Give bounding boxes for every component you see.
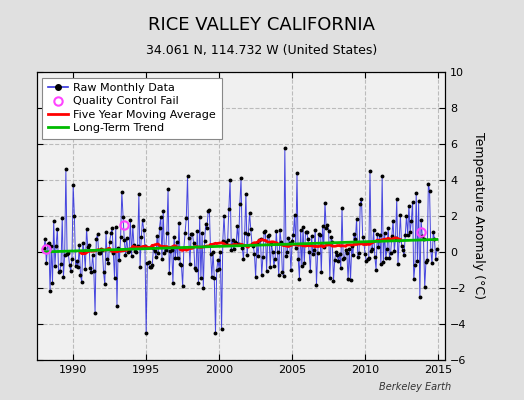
Text: RICE VALLEY CALIFORNIA: RICE VALLEY CALIFORNIA: [148, 16, 376, 34]
Text: Berkeley Earth: Berkeley Earth: [378, 382, 451, 392]
Legend: Raw Monthly Data, Quality Control Fail, Five Year Moving Average, Long-Term Tren: Raw Monthly Data, Quality Control Fail, …: [42, 78, 222, 139]
Text: 34.061 N, 114.732 W (United States): 34.061 N, 114.732 W (United States): [146, 44, 378, 57]
Y-axis label: Temperature Anomaly (°C): Temperature Anomaly (°C): [472, 132, 485, 300]
